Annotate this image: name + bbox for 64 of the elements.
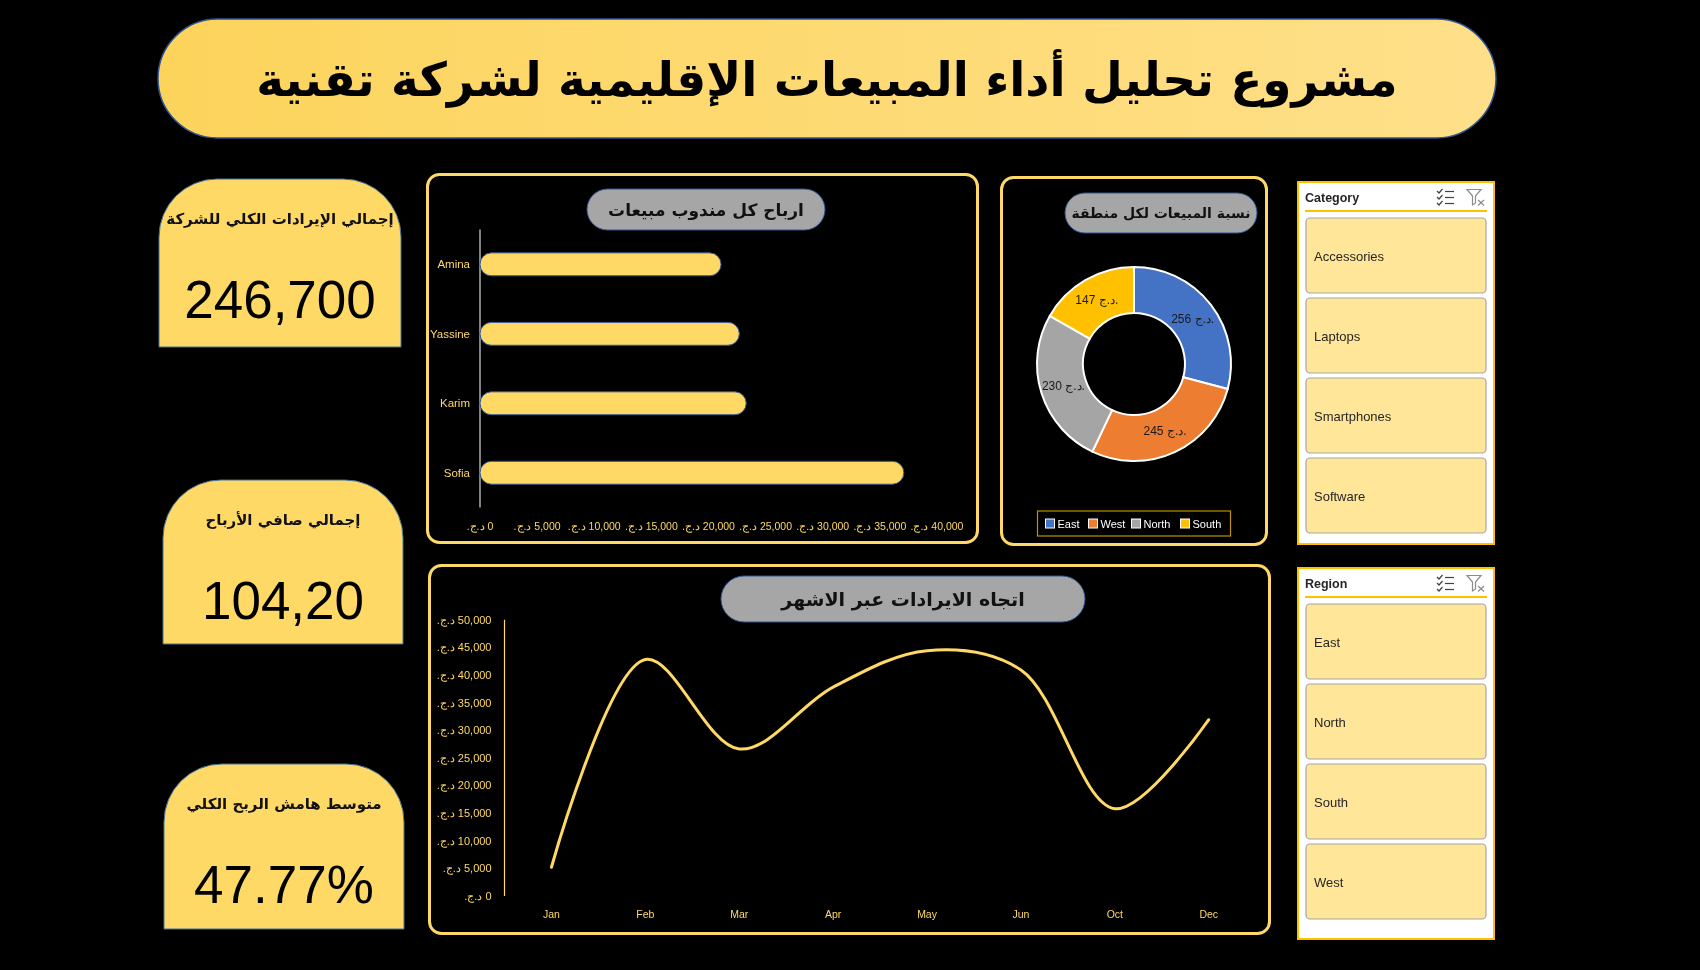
category-label: Accessories	[1314, 248, 1385, 263]
category-label: Smartphones	[1314, 408, 1392, 423]
x-tick-label: Jan	[542, 908, 561, 920]
y-tick-label: Amina	[437, 258, 471, 271]
text: 246,700	[184, 269, 376, 329]
y-tick-label: 25,000 د.ج.	[436, 751, 492, 765]
category-label: Software	[1314, 488, 1366, 503]
y-tick-label: 50,000 د.ج.	[436, 613, 492, 627]
y-tick-label: 20,000 د.ج.	[436, 779, 492, 793]
x-tick-label: 20,000 د.ج.	[682, 519, 736, 533]
legend-label: South	[1192, 517, 1222, 530]
text: إجمالي الإيرادات الكلي للشركة	[166, 210, 394, 228]
data-label: 147 د.ج.	[1075, 293, 1119, 307]
y-tick-label: 0 د.ج.	[464, 890, 492, 903]
y-tick-label: 15,000 د.ج.	[436, 807, 492, 821]
y-tick-label: 5,000 د.ج.	[442, 862, 492, 876]
chart-title: اتجاه الايرادات عبر الاشهر	[780, 588, 1025, 611]
line-series	[549, 648, 1211, 869]
y-tick-label: 30,000 د.ج.	[436, 724, 492, 738]
y-tick-label: 10,000 د.ج.	[436, 834, 492, 848]
category-label: South	[1314, 794, 1348, 809]
x-tick-label: 10,000 د.ج.	[567, 519, 621, 533]
text: 47.77%	[194, 854, 374, 914]
y-tick-label: Yassine	[429, 327, 470, 340]
y-tick-label: 45,000 د.ج.	[436, 641, 492, 655]
chart-title: نسبة المبيعات لكل منطقة	[1071, 205, 1251, 221]
x-tick-label: Apr	[824, 908, 842, 920]
y-tick-label: 35,000 د.ج.	[436, 696, 492, 710]
text: إجمالي صافي الأرباح	[205, 511, 361, 529]
x-tick-label: May	[917, 908, 938, 920]
text: مشروع تحليل أداء المبيعات الإقليمية لشركة تقنية	[256, 48, 1398, 107]
bar	[479, 321, 740, 346]
text: Category	[1305, 191, 1360, 205]
x-tick-label: 15,000 د.ج.	[624, 519, 678, 533]
legend-label: North	[1143, 517, 1171, 530]
bar	[479, 252, 722, 277]
text: متوسط هامش الربح الكلي	[186, 795, 382, 813]
x-tick-label: 25,000 د.ج.	[739, 519, 793, 533]
category-label: East	[1314, 634, 1341, 649]
x-tick-label: 40,000 د.ج.	[910, 519, 964, 533]
y-tick-label: Sofia	[443, 466, 471, 479]
y-tick-label: Karim	[439, 397, 470, 410]
y-tick-label: 40,000 د.ج.	[436, 668, 492, 682]
data-label: 245 د.ج.	[1143, 424, 1187, 439]
legend-label: East	[1057, 517, 1080, 530]
x-tick-label: Jun	[1012, 908, 1030, 920]
data-label: 230 د.ج.	[1041, 379, 1085, 394]
x-tick-label: 5,000 د.ج.	[513, 519, 561, 533]
chart-title: ارباح كل مندوب مبيعات	[608, 199, 804, 221]
category-label: North	[1314, 714, 1346, 729]
x-tick-label: 30,000 د.ج.	[796, 519, 850, 533]
text: 104,20	[201, 570, 365, 630]
x-tick-label: 35,000 د.ج.	[853, 519, 907, 533]
legend-label: West	[1100, 517, 1126, 530]
category-label: Laptops	[1314, 328, 1361, 343]
data-label: 256 د.ج.	[1171, 311, 1215, 326]
x-tick-label: Feb	[636, 908, 655, 920]
bar	[479, 391, 747, 416]
text: Region	[1305, 577, 1348, 591]
x-tick-label: Oct	[1106, 908, 1124, 920]
x-tick-label: Mar	[730, 908, 749, 920]
x-tick-label: Dec	[1199, 908, 1219, 920]
bar	[479, 460, 905, 485]
category-label: West	[1314, 874, 1344, 889]
